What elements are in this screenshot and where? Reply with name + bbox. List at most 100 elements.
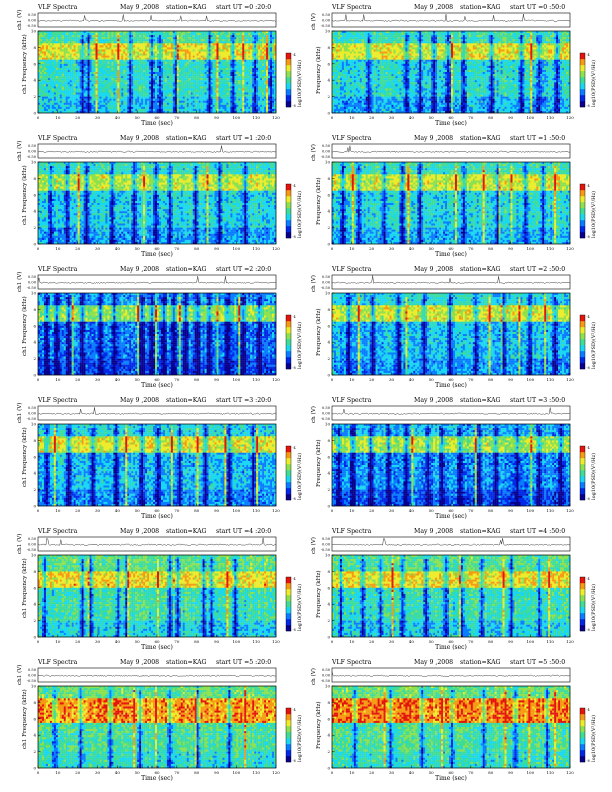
panel-date: May 9 ,2008: [120, 135, 159, 142]
time-tick-label: 20: [75, 246, 81, 251]
colorbar-tick-label: -4: [587, 184, 590, 188]
freq-axis-label: ch1 Frequency (kHz): [21, 296, 28, 356]
colorbar-swatch: [286, 339, 291, 345]
time-tick-label: 110: [252, 508, 260, 513]
freq-tick-label: 2: [33, 356, 36, 361]
spectrogram-panel-left-5: VLF Spectra May 9 ,2008 station=KAG start U…: [16, 659, 303, 782]
time-tick-label: 0: [37, 115, 40, 120]
freq-axis-label: ch1 Frequency (kHz): [21, 427, 28, 487]
time-tick-label: 0: [331, 115, 334, 120]
time-tick-label: 0: [37, 770, 40, 775]
colorbar-swatch: [580, 458, 585, 464]
panel-start-ut: start UT =2 :20:0: [216, 266, 271, 273]
time-tick-label: 90: [508, 115, 514, 120]
time-tick-label: 0: [331, 770, 334, 775]
ch-y-tick-label: -0.50: [321, 548, 331, 552]
colorbar-swatch: [286, 464, 291, 470]
spectrogram-panel-right-1: VLF Spectra May 9 ,2008 station=KAG start U…: [310, 135, 597, 258]
time-tick-label: 0: [331, 508, 334, 513]
time-tick-label: 0: [331, 377, 334, 382]
time-tick-label: 70: [174, 639, 180, 644]
ch-y-tick-label: -0.50: [321, 417, 331, 421]
spectrogram-heatmap: [332, 31, 570, 113]
ch-y-tick-label: -0.50: [27, 417, 37, 421]
colorbar-swatch: [580, 482, 585, 488]
colorbar-tick-label: -8: [587, 366, 590, 370]
colorbar-tick-label: -4: [293, 184, 296, 188]
freq-tick-label: 10: [31, 553, 37, 558]
time-tick-label: 100: [233, 246, 241, 251]
time-tick-label: 120: [272, 377, 280, 382]
time-tick-label: 30: [95, 770, 101, 775]
time-tick-label: 10: [55, 377, 61, 382]
time-tick-label: 90: [214, 639, 220, 644]
freq-axis-label: Frequency (kHz): [315, 439, 322, 487]
panel-station: station=KAG: [460, 659, 501, 666]
colorbar-swatch: [580, 470, 585, 476]
freq-tick-label: 8: [33, 700, 36, 705]
time-axis-label: Time (sec): [435, 644, 467, 651]
colorbar-swatch: [580, 196, 585, 202]
spectrogram-heatmap: [38, 31, 276, 113]
time-tick-label: 80: [194, 377, 200, 382]
time-axis-label: Time (sec): [435, 382, 467, 389]
freq-tick-label: 6: [327, 61, 330, 66]
freq-tick-label: 10: [31, 160, 37, 165]
time-axis-label: Time (sec): [141, 775, 173, 782]
colorbar-label: log10(PSD)(V²/Hz): [590, 60, 597, 107]
time-tick-label: 40: [115, 508, 121, 513]
time-axis-label: Time (sec): [435, 120, 467, 127]
colorbar-swatch: [580, 83, 585, 89]
time-tick-label: 20: [369, 770, 375, 775]
panel-start-ut: start UT =3 :20:0: [216, 397, 271, 404]
time-tick-label: 110: [546, 508, 554, 513]
colorbar-swatch: [286, 488, 291, 494]
panel-title: VLF Spectra: [331, 266, 372, 273]
ch-y-tick-label: 0.00: [322, 280, 331, 284]
time-tick-label: 90: [214, 770, 220, 775]
freq-tick-label: 8: [327, 45, 330, 50]
colorbar: -4-8 log10(PSD)(V²/Hz): [286, 53, 303, 108]
freq-axis-label: Frequency (kHz): [315, 570, 322, 618]
colorbar-tick-label: -8: [293, 235, 296, 239]
ch-y-tick-label: 0.00: [28, 280, 37, 284]
time-tick-label: 110: [252, 770, 260, 775]
freq-axis-label: Frequency (kHz): [315, 701, 322, 749]
colorbar-swatch: [580, 202, 585, 208]
colorbar-swatch: [580, 464, 585, 470]
time-tick-label: 20: [369, 115, 375, 120]
freq-tick-label: 2: [327, 225, 330, 230]
colorbar-tick-label: -8: [587, 759, 590, 763]
time-tick-label: 40: [115, 246, 121, 251]
panel-title: VLF Spectra: [37, 266, 78, 273]
colorbar-swatch: [580, 65, 585, 71]
time-tick-label: 50: [135, 377, 141, 382]
time-tick-label: 70: [468, 508, 474, 513]
spectrogram-panel-left-1: VLF Spectra May 9 ,2008 station=KAG start U…: [16, 135, 303, 258]
ch-y-tick-label: -0.50: [321, 286, 331, 290]
time-tick-label: 80: [194, 770, 200, 775]
time-tick-label: 70: [174, 377, 180, 382]
ch-y-tick-label: 0.50: [322, 668, 331, 672]
time-tick-label: 30: [95, 377, 101, 382]
colorbar: -4-8 log10(PSD)(V²/Hz): [580, 184, 597, 239]
freq-tick-label: 10: [325, 291, 331, 296]
time-tick-label: 120: [272, 115, 280, 120]
ch-trace-frame: [332, 406, 570, 420]
time-tick-label: 70: [468, 115, 474, 120]
panel-start-ut: start UT =5 :20:0: [216, 659, 271, 666]
ch-y-tick-label: -0.50: [27, 548, 37, 552]
colorbar-label: log10(PSD)(V²/Hz): [296, 60, 303, 107]
time-tick-label: 90: [508, 377, 514, 382]
freq-tick-label: 2: [327, 94, 330, 99]
colorbar-swatch: [286, 101, 291, 107]
freq-tick-label: 10: [325, 553, 331, 558]
colorbar-label: log10(PSD)(V²/Hz): [590, 322, 597, 369]
panel-station: station=KAG: [460, 4, 501, 11]
colorbar-tick-label: -4: [587, 446, 590, 450]
panel-date: May 9 ,2008: [414, 659, 453, 666]
time-tick-label: 70: [174, 770, 180, 775]
time-tick-label: 120: [272, 246, 280, 251]
time-tick-label: 30: [389, 770, 395, 775]
time-axis-label: Time (sec): [435, 775, 467, 782]
